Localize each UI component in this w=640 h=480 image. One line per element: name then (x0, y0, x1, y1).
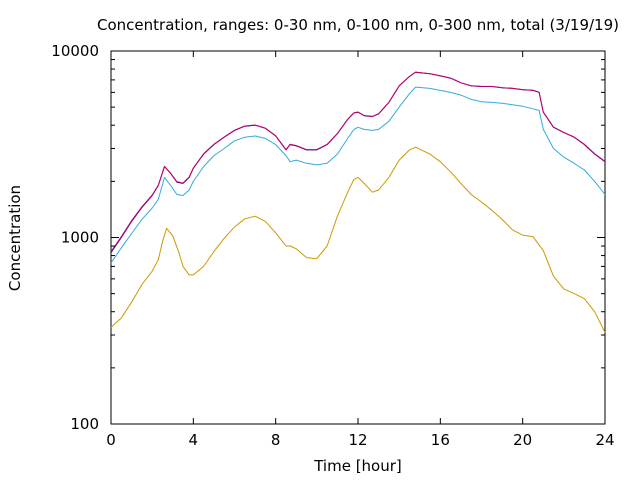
y-tick-label: 1000 (61, 229, 99, 247)
series-layer (110, 71, 606, 333)
x-tick-label: 16 (431, 431, 450, 449)
x-tick-label: 4 (189, 431, 199, 449)
y-tick-label: 100 (70, 415, 99, 433)
x-tick-label: 24 (595, 431, 614, 449)
series-line-1 (110, 86, 606, 264)
chart-title: Concentration, ranges: 0-30 nm, 0-100 nm… (97, 16, 619, 34)
x-tick-label: 8 (271, 431, 281, 449)
x-tick-label: 20 (513, 431, 532, 449)
series-line-2 (110, 71, 606, 253)
x-tick-label: 0 (106, 431, 116, 449)
y-tick-label: 10000 (51, 42, 99, 60)
plot-frame (110, 50, 606, 425)
series-line-3 (110, 71, 606, 252)
ticks-layer: 0 4 8 12 16 20 24 100 1000 10000 (51, 42, 614, 449)
x-axis-label: Time [hour] (313, 457, 402, 475)
series-line-0 (110, 146, 606, 333)
x-tick-label: 12 (348, 431, 367, 449)
y-axis-label: Concentration (6, 185, 24, 291)
